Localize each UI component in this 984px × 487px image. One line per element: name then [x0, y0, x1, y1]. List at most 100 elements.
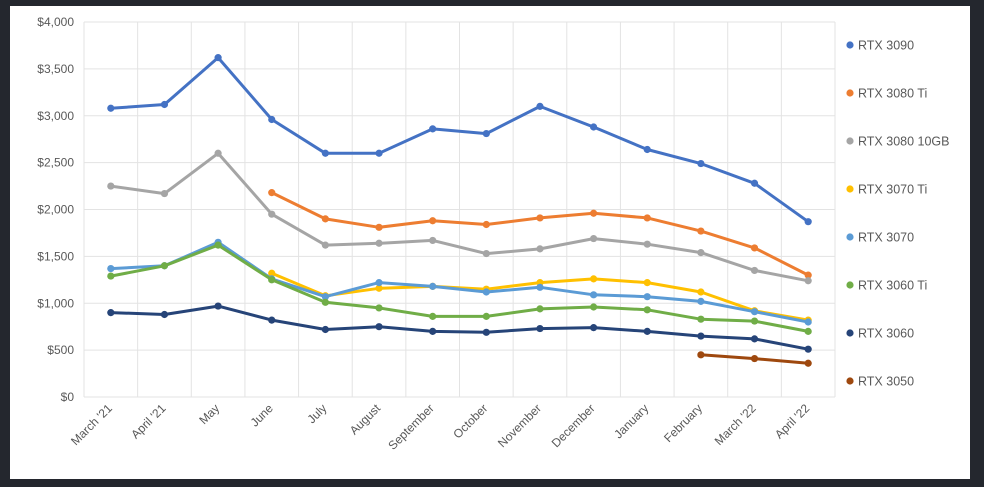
data-point-rtx-3070-ti: [697, 288, 705, 296]
x-tick-label: April '22: [772, 401, 813, 442]
data-point-rtx-3070-ti: [590, 275, 598, 283]
legend-label-rtx-3060: RTX 3060: [858, 327, 914, 341]
data-point-rtx-3080-10gb: [268, 210, 276, 218]
data-point-rtx-3080-10gb: [160, 189, 169, 198]
data-point-rtx-3060-ti: [643, 306, 651, 314]
data-point-rtx-3060-ti: [429, 312, 437, 320]
x-tick-label: January: [611, 401, 651, 441]
data-point-rtx-3060-ti: [750, 317, 759, 325]
data-point-rtx-3060: [536, 324, 544, 333]
data-point-rtx-3060: [429, 327, 437, 335]
legend-marker-rtx-3090: [846, 41, 854, 49]
x-tick-label: March '21: [68, 401, 115, 448]
data-point-rtx-3080-ti: [536, 214, 544, 222]
data-point-rtx-3050: [750, 354, 759, 363]
data-point-rtx-3070: [750, 308, 759, 316]
data-point-rtx-3060-ti: [321, 298, 329, 306]
data-point-rtx-3080-ti: [590, 209, 598, 217]
data-point-rtx-3060-ti: [214, 241, 222, 249]
data-point-rtx-3090: [375, 149, 383, 157]
series-line-rtx-3060-ti: [109, 243, 810, 333]
data-point-rtx-3060: [482, 328, 490, 336]
data-point-rtx-3080-10gb: [643, 240, 651, 248]
data-point-rtx-3050: [804, 359, 812, 367]
data-point-rtx-3070: [429, 282, 437, 290]
x-tick-label: April '21: [128, 401, 169, 442]
y-tick-label: $2,500: [37, 156, 74, 170]
data-point-rtx-3080-10gb: [321, 241, 329, 249]
data-point-rtx-3060-ti: [590, 303, 598, 311]
data-point-rtx-3080-10gb: [214, 149, 222, 157]
y-tick-label: $0: [61, 390, 75, 404]
data-point-rtx-3080-ti: [643, 214, 651, 222]
data-point-rtx-3080-10gb: [804, 277, 812, 285]
data-point-rtx-3080-10gb: [482, 249, 490, 258]
data-point-rtx-3090: [536, 102, 544, 110]
x-tick-label: October: [450, 401, 490, 441]
data-point-rtx-3090: [590, 123, 598, 131]
y-tick-label: $3,500: [37, 62, 74, 76]
x-tick-label: September: [385, 401, 436, 452]
data-point-rtx-3090: [214, 54, 222, 62]
x-tick-label: November: [495, 401, 544, 450]
data-point-rtx-3080-10gb: [536, 245, 544, 253]
data-point-rtx-3090: [482, 129, 490, 138]
data-point-rtx-3080-ti: [697, 227, 705, 235]
legend-label-rtx-3090: RTX 3090: [858, 39, 914, 53]
data-point-rtx-3060-ti: [375, 304, 383, 312]
data-point-rtx-3070: [536, 283, 544, 291]
data-point-rtx-3090: [804, 218, 812, 226]
legend-label-rtx-3080-10gb: RTX 3080 10GB: [858, 135, 950, 149]
data-point-rtx-3060-ti: [107, 272, 115, 280]
data-point-rtx-3090: [643, 145, 651, 154]
data-point-rtx-3050: [697, 351, 705, 359]
data-point-rtx-3070-ti: [643, 279, 651, 287]
data-point-rtx-3090: [160, 100, 169, 109]
x-tick-label: June: [248, 401, 277, 430]
line-chart: $0 $500 $1,000 $1,500 $2,000 $2,500 $3,000 $3,5…: [37, 15, 950, 453]
x-tick-label: December: [549, 401, 598, 450]
data-point-rtx-3090: [107, 104, 115, 112]
data-point-rtx-3070: [482, 288, 490, 296]
series-line-rtx-3070: [109, 240, 810, 324]
y-tick-label: $2,000: [37, 203, 74, 217]
legend-marker-rtx-3080-10gb: [846, 137, 854, 145]
data-point-rtx-3070-ti: [375, 284, 383, 292]
legend-label-rtx-3070: RTX 3070: [858, 231, 914, 245]
x-tick-label: July: [305, 401, 330, 426]
x-tick-label: May: [196, 401, 222, 427]
legend-marker-rtx-3050: [846, 377, 854, 385]
legend-label-rtx-3070-ti: RTX 3070 Ti: [858, 183, 927, 197]
data-point-rtx-3060: [375, 323, 383, 331]
data-point-rtx-3080-ti: [321, 215, 329, 223]
legend-label-rtx-3080-ti: RTX 3080 Ti: [858, 87, 927, 101]
data-point-rtx-3080-ti: [268, 189, 276, 197]
data-point-rtx-3060-ti: [697, 315, 705, 323]
data-point-rtx-3080-ti: [482, 220, 490, 229]
data-point-rtx-3090: [697, 159, 705, 168]
data-point-rtx-3060-ti: [804, 327, 812, 335]
data-point-rtx-3060: [804, 345, 812, 353]
series-line-rtx-3060: [109, 304, 810, 351]
legend-label-rtx-3060-ti: RTX 3060 Ti: [858, 279, 927, 293]
data-point-rtx-3060: [107, 309, 115, 317]
data-point-rtx-3070: [321, 293, 329, 301]
data-point-rtx-3070: [590, 291, 598, 299]
data-point-rtx-3090: [268, 115, 276, 124]
data-point-rtx-3090: [750, 179, 759, 187]
data-point-rtx-3060: [697, 332, 705, 340]
data-point-rtx-3070: [697, 297, 705, 305]
data-point-rtx-3060-ti: [482, 312, 490, 320]
data-point-rtx-3090: [321, 149, 329, 157]
data-point-rtx-3070: [107, 264, 115, 273]
data-point-rtx-3080-ti: [375, 223, 383, 231]
data-point-rtx-3080-ti: [750, 244, 759, 252]
data-point-rtx-3060-ti: [160, 262, 169, 270]
data-point-rtx-3080-ti: [429, 217, 437, 225]
data-point-rtx-3080-ti: [804, 271, 812, 279]
chart-frame: $0 $500 $1,000 $1,500 $2,000 $2,500 $3,000 $3,5…: [10, 6, 970, 479]
data-point-rtx-3080-10gb: [107, 182, 115, 190]
data-point-rtx-3080-10gb: [429, 236, 437, 245]
data-point-rtx-3060: [214, 302, 222, 310]
data-point-rtx-3070: [375, 279, 383, 287]
